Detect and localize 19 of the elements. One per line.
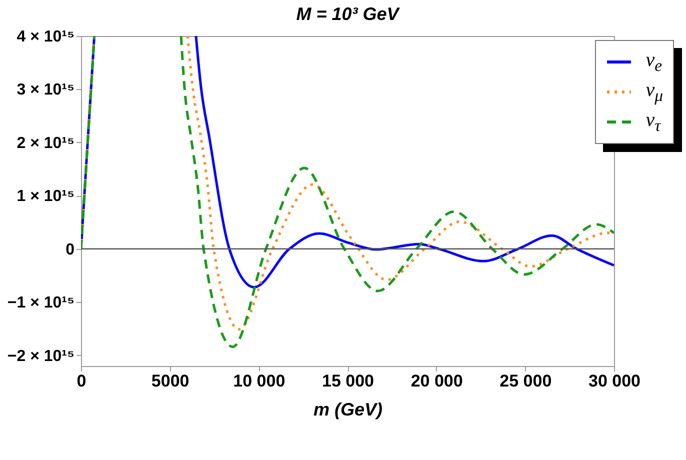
chart-title: M = 10³ GeV [296, 4, 401, 24]
x-tick-label: 10 000 [233, 372, 286, 390]
legend-label: ν$_{μ}$ [646, 78, 663, 106]
y-tick-label: 0 [66, 241, 75, 258]
x-axis-title: m (GeV) [313, 400, 383, 420]
legend-label: ν$_{e}$ [646, 48, 662, 76]
y-tick-label: −2 × 10¹⁵ [7, 348, 74, 365]
legend-label: ν$_{τ}$ [646, 108, 661, 136]
y-tick-label: 1 × 10¹⁵ [16, 188, 74, 206]
y-tick-label: 4 × 10¹⁵ [16, 28, 74, 46]
x-tick-label: 20 000 [410, 372, 463, 390]
x-tick-label: 30 000 [588, 372, 640, 390]
y-tick-label: −1 × 10¹⁵ [7, 294, 74, 312]
x-tick-label: 5000 [151, 372, 190, 390]
y-tick-label: 3 × 10¹⁵ [16, 82, 74, 99]
x-tick-label: 15 000 [322, 372, 374, 390]
y-tick-label: 2 × 10¹⁵ [16, 134, 74, 152]
x-tick-label: 25 000 [500, 372, 552, 390]
x-tick-label: 0 [76, 372, 86, 390]
